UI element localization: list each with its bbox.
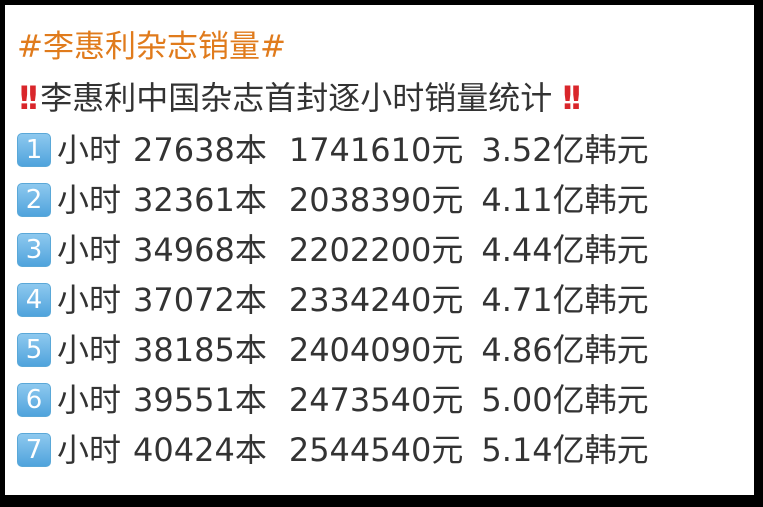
hashtag-row: #李惠利杂志销量#: [17, 23, 754, 71]
krw: 4.71亿韩元: [481, 281, 649, 319]
copies: 39551本: [133, 381, 267, 419]
double-exclamation-icon: !!: [17, 79, 40, 117]
copies: 27638本: [133, 131, 267, 169]
keycap-number-icon: 3: [17, 233, 51, 267]
hour-label: 小时: [57, 431, 122, 469]
heading-text: 李惠利中国杂志首封逐小时销量统计: [40, 79, 553, 117]
revenue: 2473540元: [288, 381, 464, 419]
krw: 4.44亿韩元: [481, 231, 649, 269]
keycap-number-icon: 7: [17, 433, 51, 467]
stat-row: 7 小时 40424本 2544540元 5.14亿韩元: [17, 425, 754, 475]
hour-label: 小时: [57, 381, 122, 419]
copies: 37072本: [133, 281, 267, 319]
hour-label: 小时: [57, 231, 122, 269]
post-content: #李惠利杂志销量# !! 李惠利中国杂志首封逐小时销量统计 !! 1 小时 2763…: [5, 5, 754, 495]
keycap-number-icon: 5: [17, 333, 51, 367]
copies: 40424本: [133, 431, 267, 469]
hour-label: 小时: [57, 281, 122, 319]
copies: 32361本: [133, 181, 267, 219]
krw: 4.11亿韩元: [481, 181, 649, 219]
stat-row: 4 小时 37072本 2334240元 4.71亿韩元: [17, 275, 754, 325]
stat-row: 2 小时 32361本 2038390元 4.11亿韩元: [17, 175, 754, 225]
keycap-number-icon: 1: [17, 133, 51, 167]
revenue: 1741610元: [288, 131, 464, 169]
revenue: 2404090元: [288, 331, 464, 369]
hashtag-link[interactable]: #李惠利杂志销量#: [17, 29, 286, 65]
hour-label: 小时: [57, 331, 122, 369]
krw: 4.86亿韩元: [481, 331, 649, 369]
hour-label: 小时: [57, 181, 122, 219]
hour-label: 小时: [57, 131, 122, 169]
heading: !! 李惠利中国杂志首封逐小时销量统计 !!: [17, 71, 754, 125]
krw: 5.00亿韩元: [481, 381, 649, 419]
stat-list: 1 小时 27638本 1741610元 3.52亿韩元 2 小时 32361本 2038390…: [17, 125, 754, 475]
double-exclamation-icon: !!: [560, 79, 583, 117]
revenue: 2334240元: [288, 281, 464, 319]
revenue: 2038390元: [288, 181, 464, 219]
copies: 34968本: [133, 231, 267, 269]
krw: 3.52亿韩元: [481, 131, 649, 169]
revenue: 2544540元: [288, 431, 464, 469]
revenue: 2202200元: [288, 231, 464, 269]
stat-row: 6 小时 39551本 2473540元 5.00亿韩元: [17, 375, 754, 425]
keycap-number-icon: 4: [17, 283, 51, 317]
keycap-number-icon: 2: [17, 183, 51, 217]
krw: 5.14亿韩元: [481, 431, 649, 469]
stat-row: 3 小时 34968本 2202200元 4.44亿韩元: [17, 225, 754, 275]
copies: 38185本: [133, 331, 267, 369]
stat-row: 1 小时 27638本 1741610元 3.52亿韩元: [17, 125, 754, 175]
keycap-number-icon: 6: [17, 383, 51, 417]
stat-row: 5 小时 38185本 2404090元 4.86亿韩元: [17, 325, 754, 375]
